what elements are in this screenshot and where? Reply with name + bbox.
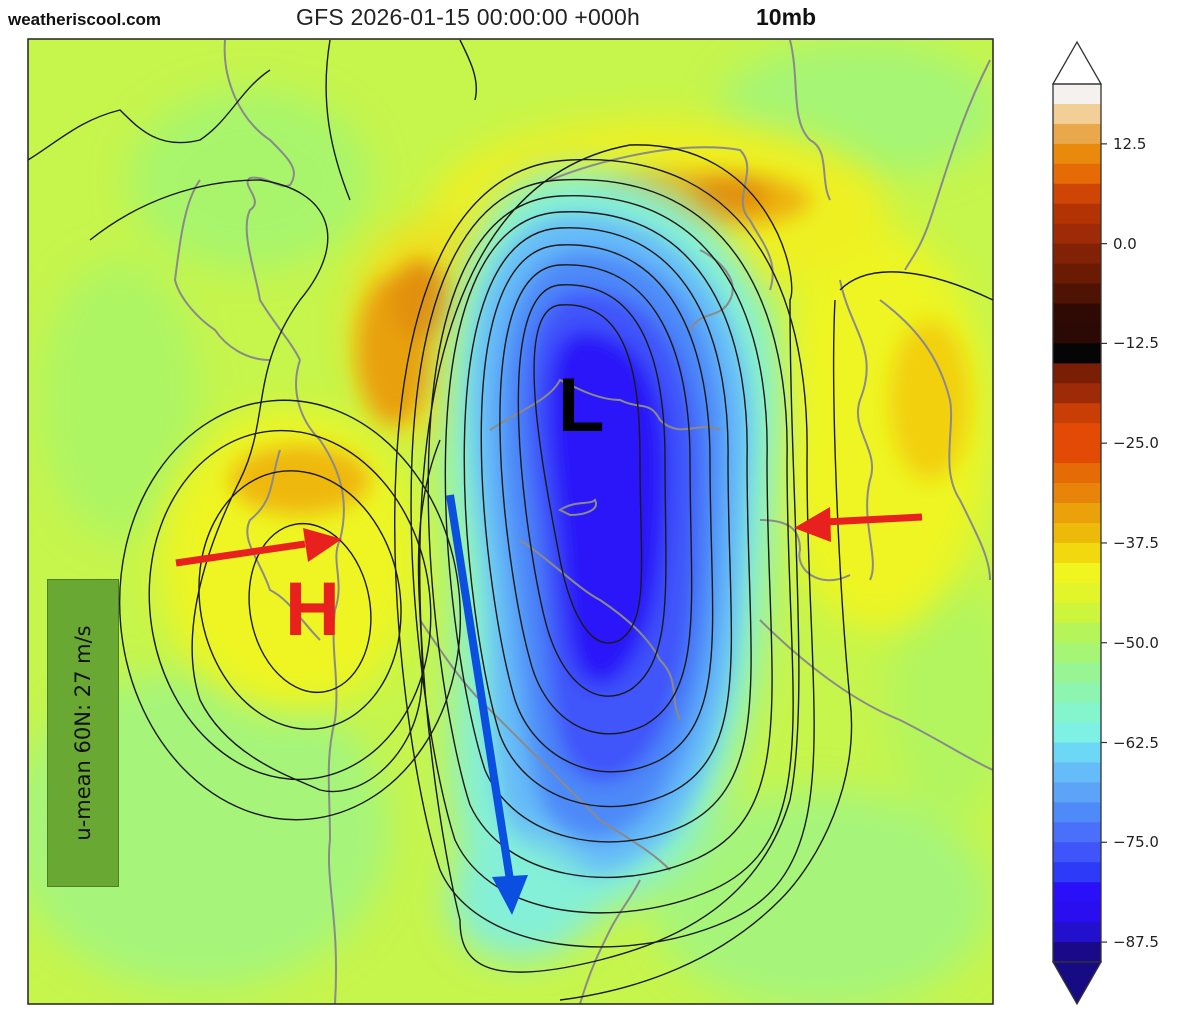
colorbar-bin <box>1053 523 1101 544</box>
height-contours <box>28 39 993 1001</box>
colorbar-bin <box>1053 223 1101 245</box>
colorbar-bin <box>1053 123 1101 145</box>
colorbar-bin <box>1053 423 1101 444</box>
colorbar-bin <box>1053 562 1101 584</box>
u-mean-annotation-box: u-mean 60N: 27 m/s <box>47 579 119 887</box>
colorbar-bin <box>1053 263 1101 285</box>
arrow-red-east <box>175 528 342 567</box>
colorbar-bin <box>1053 662 1101 684</box>
colorbar-bin <box>1053 503 1101 524</box>
colorbar-bin <box>1053 203 1101 225</box>
colorbar-bin <box>1053 403 1101 424</box>
colorbar-bin <box>1053 742 1101 764</box>
colorbar-tick-label: 12.5 <box>1113 134 1147 153</box>
colorbar-tick-label: −62.5 <box>1113 733 1159 752</box>
colorbar-bin <box>1053 363 1101 384</box>
colorbar-bin <box>1053 303 1101 325</box>
colorbar-bin <box>1053 922 1101 943</box>
colorbar-bin <box>1053 862 1101 883</box>
colorbar-bin <box>1053 882 1101 903</box>
colorbar-bin <box>1053 602 1101 624</box>
coastlines <box>173 39 993 1004</box>
colorbar-bin <box>1053 383 1101 404</box>
colorbar-bin <box>1053 443 1101 464</box>
colorbar-bin <box>1053 642 1101 664</box>
colorbar-bin <box>1053 243 1101 265</box>
colorbar-tick-label: −25.0 <box>1113 434 1159 453</box>
chart-title: GFS 2026-01-15 00:00:00 +000h <box>296 4 641 30</box>
colorbar-tick-label: −37.5 <box>1113 533 1159 552</box>
pressure-level-label: 10mb <box>756 4 817 30</box>
colorbar-under-extension <box>1051 961 1103 1006</box>
colorbar-bin <box>1053 103 1101 125</box>
plot-frame <box>27 38 994 1005</box>
colorbar-bin <box>1053 722 1101 744</box>
colorbar-bin <box>1053 183 1101 205</box>
colorbar-bin <box>1053 323 1101 345</box>
colorbar-tick-label: −75.0 <box>1113 833 1159 852</box>
colorbar-bin <box>1053 582 1101 604</box>
colorbar-bin <box>1053 682 1101 704</box>
colorbar-tick-label: −12.5 <box>1113 334 1159 353</box>
arrow-red-west <box>794 507 923 542</box>
colorbar-bin <box>1053 84 1101 105</box>
colorbar-tick-label: −87.5 <box>1113 933 1159 952</box>
colorbar-bin <box>1053 942 1101 963</box>
high-pressure-label: H <box>285 567 340 652</box>
colorbar-bin <box>1053 702 1101 724</box>
colorbar-over-extension <box>1051 40 1103 85</box>
colorbar-bin <box>1053 762 1101 784</box>
colorbar-frame <box>1052 83 1102 963</box>
colorbar-bin <box>1053 143 1101 165</box>
colorbar-bin <box>1053 842 1101 863</box>
colorbar-tick-label: 0.0 <box>1113 234 1137 253</box>
u-mean-text: u-mean 60N: 27 m/s <box>71 625 95 841</box>
colorbar-ticks <box>1101 143 1107 943</box>
colorbar-bin <box>1053 163 1101 185</box>
colorbar-bin <box>1053 283 1101 305</box>
site-watermark: weatheriscool.com <box>8 10 162 29</box>
colorbar-bin <box>1053 343 1101 364</box>
colorbar <box>1053 84 1101 963</box>
colorbar-tick-label: −50.0 <box>1113 633 1159 652</box>
colorbar-bin <box>1053 802 1101 823</box>
colorbar-bin <box>1053 483 1101 504</box>
colorbar-bin <box>1053 622 1101 644</box>
colorbar-bin <box>1053 463 1101 484</box>
colorbar-bin <box>1053 902 1101 923</box>
arrow-blue-south <box>446 494 528 915</box>
colorbar-bin <box>1053 782 1101 803</box>
low-pressure-label: L <box>558 363 605 448</box>
colorbar-bin <box>1053 822 1101 843</box>
colorbar-bin <box>1053 542 1101 564</box>
